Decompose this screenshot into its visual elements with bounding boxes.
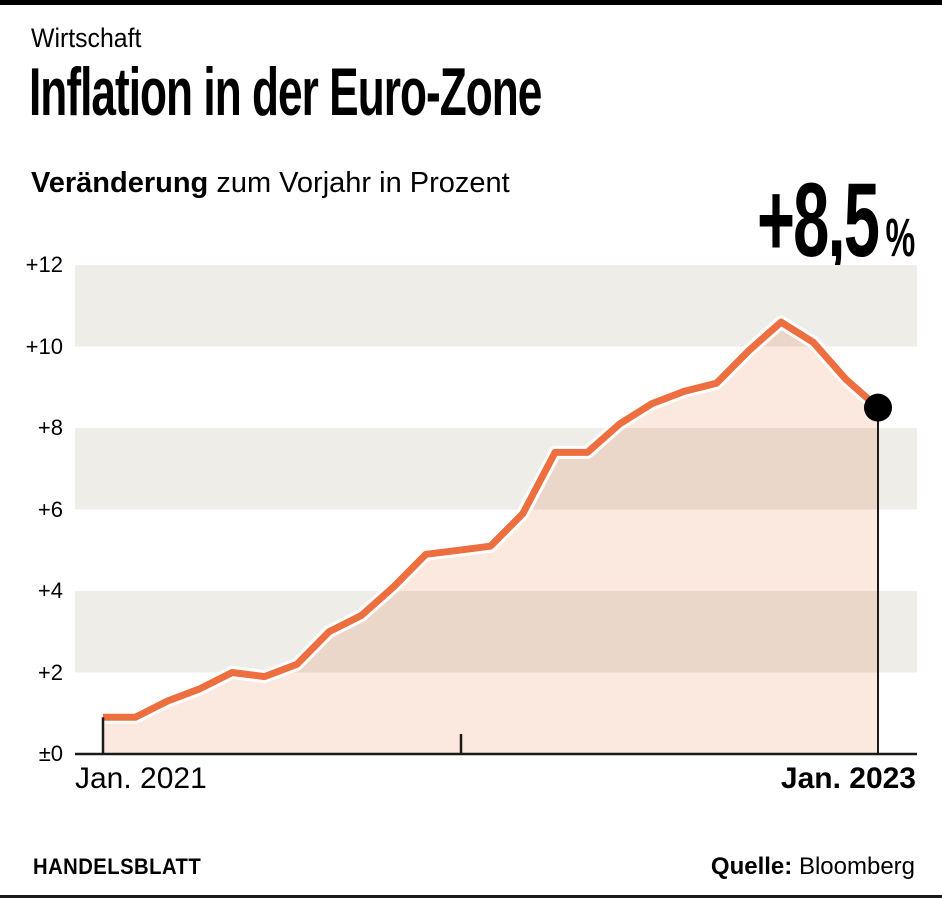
y-tick-label: +10 [25, 333, 63, 359]
source-label: Quelle: [710, 853, 793, 880]
percent-sign: % [885, 208, 915, 268]
source-value: Bloomberg [798, 853, 915, 880]
y-tick-label: +2 [37, 659, 63, 685]
subtitle-bold-part: Veränderung [31, 167, 209, 199]
y-tick-label: +6 [37, 496, 63, 522]
end-point-marker [864, 393, 892, 422]
bottom-rule [0, 895, 942, 898]
latest-value: +8,5 [756, 162, 880, 279]
kicker: Wirtschaft [31, 23, 142, 53]
top-accent-bar [0, 0, 942, 5]
subtitle-rest-part: zum Vorjahr in Prozent [208, 167, 510, 199]
latest-value-callout: +8,5 % [757, 168, 915, 273]
y-tick-label: +4 [37, 578, 63, 603]
source-credit: Quelle: Bloomberg [711, 853, 915, 881]
page-title: Inflation in der Euro-Zone [29, 54, 542, 130]
chart-subtitle: Veränderung zum Vorjahr in Prozent [31, 167, 510, 200]
y-tick-label: ±0 [38, 741, 63, 766]
y-tick-label: +12 [25, 252, 63, 277]
brand-logo: HANDELSBLATT [33, 854, 202, 879]
area-fill [103, 322, 878, 754]
inflation-line [103, 318, 881, 721]
x-axis-label-start: Jan. 2021 [75, 762, 207, 795]
x-axis-label-end: Jan. 2023 [780, 762, 916, 795]
y-tick-label: +8 [37, 415, 63, 440]
